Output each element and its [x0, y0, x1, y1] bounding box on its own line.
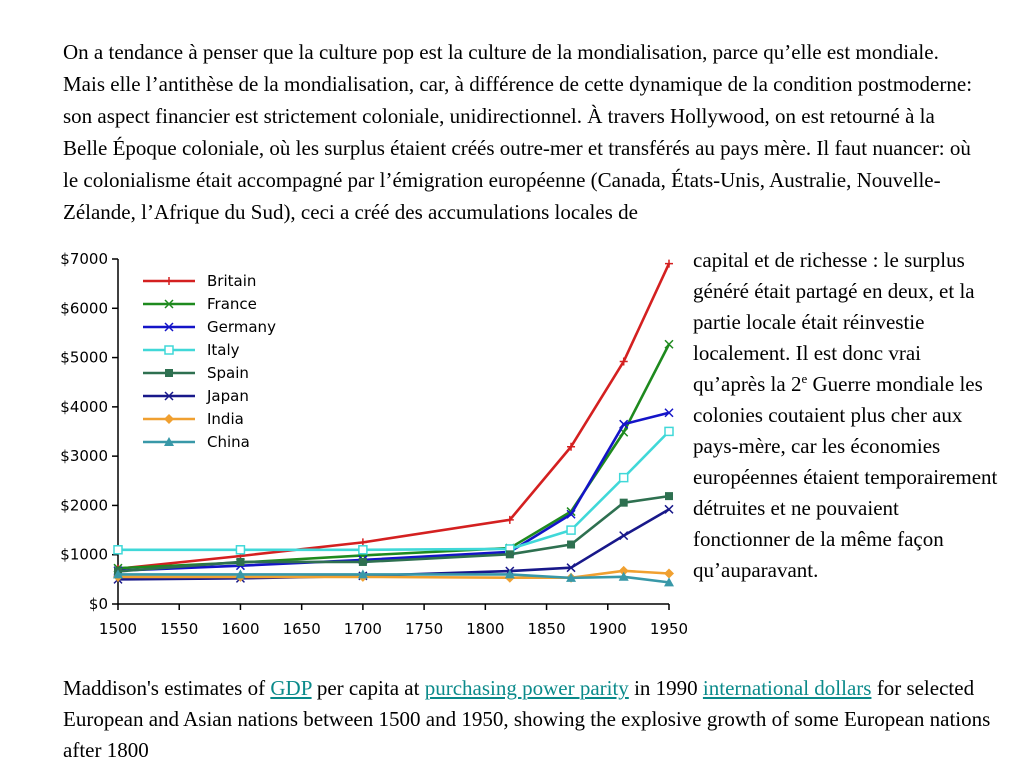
x-tick-label: 1900 [589, 620, 627, 638]
data-point [566, 563, 576, 573]
data-point [164, 345, 174, 355]
data-point [567, 540, 576, 549]
data-point [567, 442, 576, 451]
data-point [357, 569, 368, 579]
data-point [619, 498, 628, 507]
x-tick-label: 1650 [283, 620, 321, 638]
international-dollars-link[interactable]: international dollars [702, 676, 872, 700]
chart-series [113, 259, 674, 587]
series-line-japan [117, 508, 670, 581]
legend-label: Italy [207, 341, 240, 359]
data-point [113, 569, 123, 579]
data-point [235, 569, 246, 579]
x-tick-label: 1600 [221, 620, 259, 638]
data-point [664, 339, 674, 349]
gdp-link[interactable]: GDP [270, 676, 312, 700]
side-text-superscript: e [801, 371, 808, 386]
y-tick-label: $5000 [60, 349, 108, 367]
data-point [164, 391, 174, 401]
side-text-part1: capital et de richesse : le surplus géné… [693, 248, 975, 396]
legend-item-italy: Italy [143, 341, 240, 359]
data-point [165, 277, 173, 285]
legend-item-china: China [143, 433, 250, 451]
caption-text-part1: Maddison's estimates of [63, 676, 271, 700]
data-point [566, 525, 576, 535]
series-line-france [117, 343, 671, 570]
data-point [664, 568, 674, 579]
series-line-britain [117, 263, 671, 571]
gdp-line-chart: $0 $1000 $2000 $3000 $4000 $5000 $6000 $7000 150… [60, 250, 688, 638]
data-point [665, 259, 673, 268]
data-point [664, 408, 674, 418]
x-tick-label: 1750 [405, 620, 443, 638]
legend-item-india: India [143, 410, 244, 428]
y-tick-label: $1000 [60, 546, 108, 564]
data-point [618, 565, 629, 576]
x-tick-label: 1550 [160, 620, 198, 638]
data-point [164, 414, 174, 424]
legend-label: Britain [207, 272, 256, 290]
figure-caption: Maddison's estimates of GDP per capita a… [63, 673, 993, 766]
data-point [164, 437, 174, 446]
data-point [504, 569, 515, 579]
caption-text-part2: per capita at [311, 676, 425, 700]
data-point [665, 492, 673, 501]
legend-item-britain: Britain [143, 272, 256, 290]
data-point [235, 545, 246, 555]
y-tick-label: $7000 [60, 250, 108, 268]
y-tick-label: $0 [89, 595, 108, 613]
legend-item-france: France [143, 295, 257, 313]
data-point [164, 299, 174, 309]
chart-axes: $0 $1000 $2000 $3000 $4000 $5000 $6000 $7000 150… [60, 250, 688, 638]
data-point [619, 419, 629, 429]
data-point [566, 572, 577, 582]
data-point [619, 531, 629, 541]
data-point [164, 322, 174, 332]
x-tick-label: 1700 [344, 620, 382, 638]
legend-label: China [207, 433, 250, 451]
data-point [113, 545, 123, 555]
y-tick-label: $3000 [60, 447, 108, 465]
chart-legend: Britain France Germany Italy Spain Japan India… [143, 272, 276, 451]
legend-label: India [207, 410, 244, 428]
data-point [236, 557, 245, 566]
y-tick-label: $2000 [60, 496, 108, 514]
intro-paragraph: On a tendance à penser que la culture po… [63, 40, 973, 224]
data-point [664, 577, 674, 587]
legend-label: Germany [207, 318, 276, 336]
x-tick-label: 1800 [466, 620, 504, 638]
legend-item-germany: Germany [143, 318, 276, 336]
caption-text-part4: for selected European and Asian nations … [63, 676, 991, 762]
series-line-germany [117, 411, 670, 572]
legend-label: Japan [206, 387, 249, 405]
legend-item-japan: Japan [143, 387, 249, 405]
data-point [165, 369, 173, 377]
purchasing-power-parity-link[interactable]: purchasing power parity [424, 676, 629, 700]
data-point [358, 557, 367, 566]
legend-label: France [207, 295, 257, 313]
side-text-part2: Guerre mondiale les colonies coutaient p… [693, 372, 998, 582]
x-tick-label: 1500 [99, 620, 137, 638]
caption-text-part3: in 1990 [628, 676, 703, 700]
legend-label: Spain [207, 364, 249, 382]
data-point [566, 509, 576, 519]
y-tick-label: $6000 [60, 299, 108, 317]
data-point [505, 515, 514, 524]
data-point [664, 504, 674, 514]
x-tick-label: 1950 [650, 620, 688, 638]
y-tick-label: $4000 [60, 398, 108, 416]
data-point [618, 472, 629, 483]
data-point [619, 357, 628, 366]
legend-item-spain: Spain [143, 364, 249, 382]
data-point [664, 426, 674, 437]
data-point [505, 550, 514, 559]
x-tick-label: 1850 [527, 620, 565, 638]
data-point [358, 545, 368, 555]
data-point [618, 571, 629, 581]
side-paragraph: capital et de richesse : le surplus géné… [693, 245, 998, 586]
